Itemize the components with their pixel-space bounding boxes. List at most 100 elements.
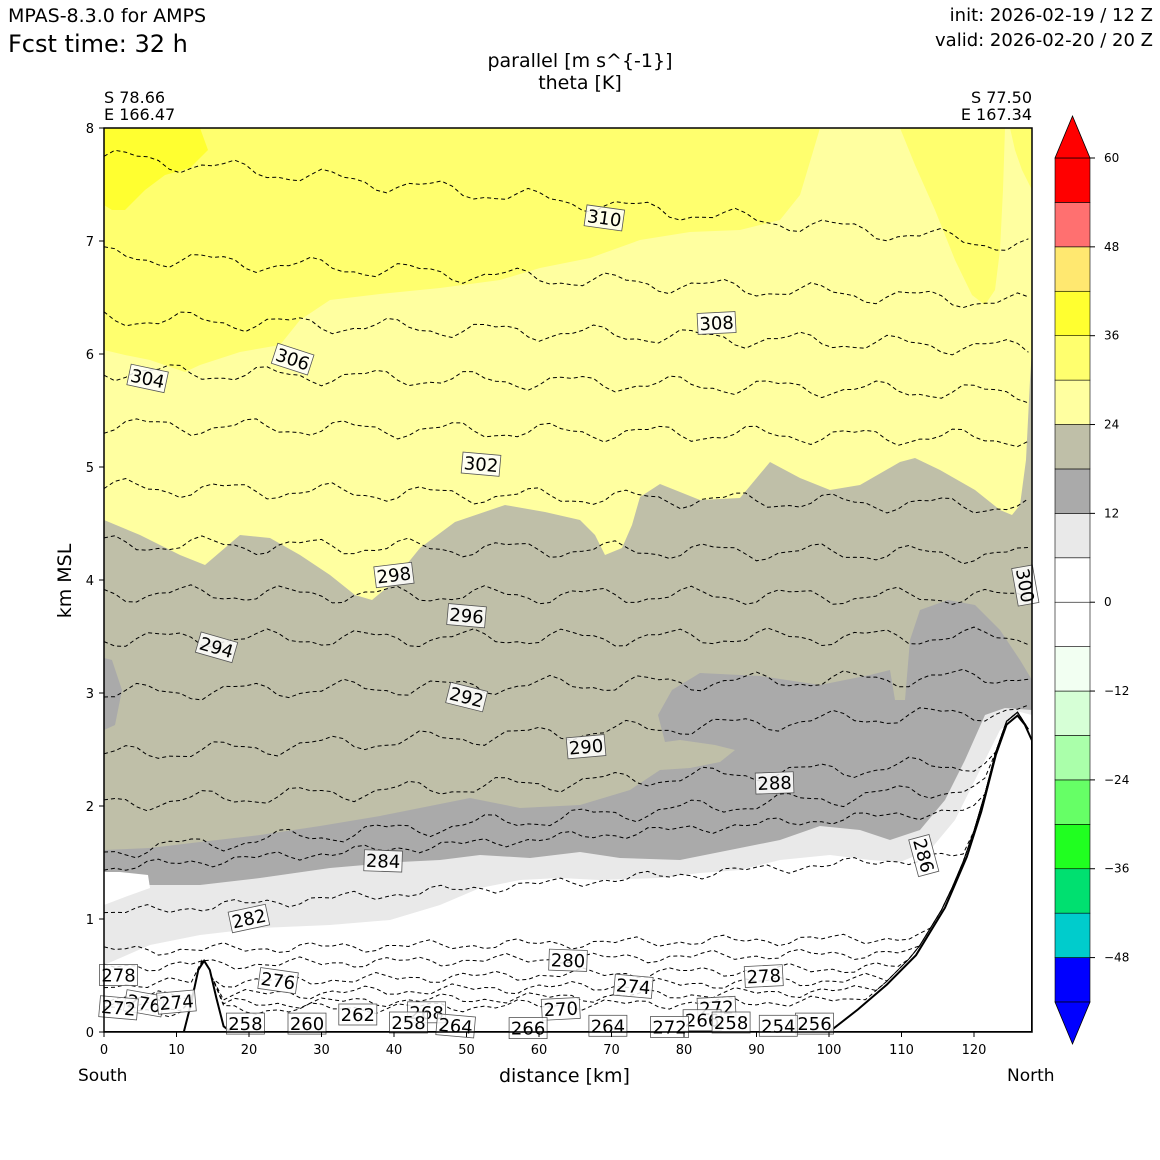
wind-shading-layer xyxy=(104,128,1032,1032)
contour-label-text: 278 xyxy=(746,966,781,989)
contour-label-280: 280 xyxy=(548,948,588,972)
colorbar-segment xyxy=(1054,557,1091,603)
colorbar-segment xyxy=(1054,424,1091,470)
theta-contour-278 xyxy=(104,711,1029,972)
colorbar-tick-label: 60 xyxy=(1104,151,1119,165)
colorbar-segment xyxy=(1054,601,1091,647)
contour-labels: 3103083063043023002982962942922902882862… xyxy=(98,204,1040,1040)
north-label: North xyxy=(1007,1066,1055,1086)
contour-label-box xyxy=(373,561,415,589)
theta-contour-284 xyxy=(104,711,1029,871)
y-axis: 0 1 2 3 4 5 6 7 8 xyxy=(86,122,104,1041)
init-time: init: 2026-02-19 / 12 Z xyxy=(949,5,1153,26)
contour-label-box xyxy=(287,1012,327,1035)
contour-label-box xyxy=(758,1014,798,1037)
contour-label-box xyxy=(445,681,489,713)
contour-label-302: 302 xyxy=(460,451,502,477)
contour-label-box xyxy=(270,342,315,376)
contour-label-text: 258 xyxy=(714,1013,748,1034)
theta-contour-290 xyxy=(104,704,1029,759)
theta-contour-274 xyxy=(104,711,1029,1005)
contour-label-258: 258 xyxy=(711,1011,751,1034)
theta-contour-308 xyxy=(104,246,1029,309)
contour-label-box xyxy=(548,948,588,972)
colorbar-tick-label: 48 xyxy=(1104,240,1119,254)
contour-label-box xyxy=(460,451,502,477)
contour-label-text: 272 xyxy=(100,997,136,1021)
contour-label-box xyxy=(257,967,299,995)
forecast-time: Fcst time: 32 h xyxy=(8,30,188,58)
contour-label-box xyxy=(389,1011,428,1034)
right-point-lon: E 167.34 xyxy=(960,105,1032,124)
colorbar-segment xyxy=(1054,468,1091,514)
contour-label-box xyxy=(754,771,795,795)
contour-label-278: 278 xyxy=(99,964,138,987)
contour-label-box xyxy=(588,1014,628,1037)
colorbar-segment xyxy=(1054,779,1091,825)
y-tick-label: 1 xyxy=(86,913,94,928)
terrain xyxy=(104,714,1032,1032)
x-tick-label: 80 xyxy=(676,1043,693,1058)
contour-label-box xyxy=(696,311,737,335)
contour-label-text: 264 xyxy=(438,1015,474,1039)
theta-contour-282 xyxy=(104,711,1029,914)
colorbar-segment xyxy=(1054,379,1091,425)
contour-label-254: 254 xyxy=(758,1014,798,1037)
contour-label-288: 288 xyxy=(754,771,795,795)
chart-title-line1: parallel [m s^{-1}] xyxy=(487,50,673,72)
contour-label-text: 256 xyxy=(797,1014,831,1035)
contour-label-text: 276 xyxy=(259,969,296,995)
shade-30-36 xyxy=(104,128,1032,372)
colorbar-segment xyxy=(1054,868,1091,914)
y-tick-label: 5 xyxy=(86,461,94,476)
contour-label-272: 272 xyxy=(650,1016,689,1039)
contour-label-text: 270 xyxy=(543,999,578,1022)
y-tick-label: 0 xyxy=(86,1026,94,1041)
contour-label-text: 290 xyxy=(568,736,604,760)
left-point-lon: E 166.47 xyxy=(104,105,176,124)
contour-label-text: 260 xyxy=(290,1014,324,1035)
theta-contour-276 xyxy=(104,711,1029,989)
shade-0-6 xyxy=(104,712,1032,1032)
left-point-lat: S 78.66 xyxy=(104,88,166,107)
contour-label-text: 288 xyxy=(757,773,792,795)
contour-label-text: 308 xyxy=(699,313,734,336)
colorbar-tick-label: −48 xyxy=(1104,951,1129,965)
valid-time: valid: 2026-02-20 / 20 Z xyxy=(935,30,1153,51)
contour-label-box xyxy=(227,903,271,934)
contour-label-box xyxy=(711,1011,751,1034)
x-tick-label: 90 xyxy=(748,1043,765,1058)
contour-label-box xyxy=(446,603,487,629)
x-tick-label: 30 xyxy=(313,1043,330,1058)
theta-contour-310 xyxy=(104,149,1029,251)
x-tick-label: 20 xyxy=(241,1043,258,1058)
contour-label-box xyxy=(743,964,784,989)
y-tick-label: 4 xyxy=(86,574,94,589)
contour-label-284: 284 xyxy=(363,849,403,873)
contour-label-box xyxy=(565,734,607,760)
x-tick-label: 40 xyxy=(386,1043,403,1058)
contour-label-298: 298 xyxy=(373,561,415,589)
y-tick-label: 2 xyxy=(86,800,94,815)
colorbar-tick-label: 24 xyxy=(1104,418,1119,432)
model-name: MPAS-8.3.0 for AMPS xyxy=(8,5,207,27)
contour-label-text: 310 xyxy=(586,206,623,232)
colorbar-segment xyxy=(1054,202,1091,248)
contour-label-274: 274 xyxy=(613,973,654,999)
shade-0-6-lower xyxy=(104,872,150,905)
contour-label-258: 258 xyxy=(389,1011,428,1034)
contour-label-text: 302 xyxy=(463,453,499,477)
colorbar-segment xyxy=(1054,157,1091,203)
colorbar-tick-label: 36 xyxy=(1104,329,1119,343)
colorbar-segment xyxy=(1054,912,1091,958)
contour-label-text: 274 xyxy=(159,991,195,1015)
shade-36-42 xyxy=(104,128,208,210)
colorbar-segment xyxy=(1054,957,1091,1003)
contour-label-box xyxy=(540,997,581,1021)
theta-contour-294 xyxy=(104,626,1029,648)
contour-label-text: 266 xyxy=(685,1011,719,1032)
theta-contour-302 xyxy=(104,418,1029,448)
contour-label-text: 278 xyxy=(101,966,135,987)
contour-label-box xyxy=(225,1012,265,1035)
